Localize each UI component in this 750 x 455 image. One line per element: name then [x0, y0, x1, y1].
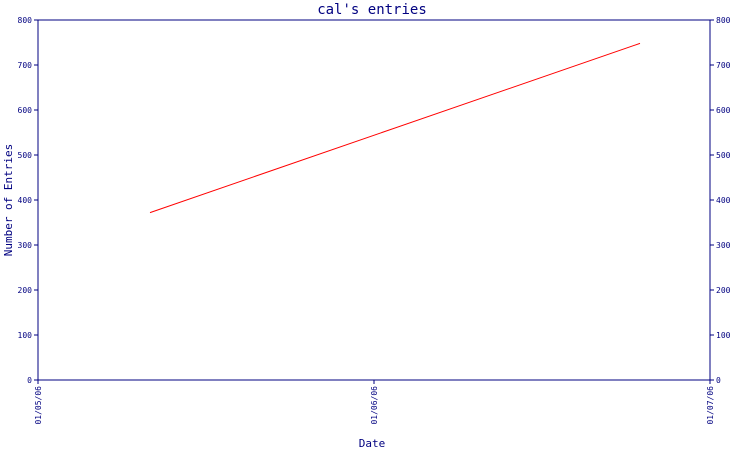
x-tick-label: 01/05/06 [34, 386, 43, 425]
y-tick-label-left: 200 [18, 286, 33, 295]
y-tick-label-left: 100 [18, 331, 33, 340]
y-tick-label-right: 400 [716, 196, 731, 205]
x-tick-label: 01/07/06 [706, 386, 715, 425]
x-tick-label: 01/06/06 [370, 386, 379, 425]
y-axis-label: Number of Entries [2, 144, 15, 257]
chart-title: cal's entries [317, 2, 427, 18]
right-y-axis: 0 100 200 300 400 500 600 700 800 [710, 16, 731, 385]
y-tick-label-left: 500 [18, 151, 33, 160]
series-layer [149, 42, 641, 214]
y-tick-label-left: 400 [18, 196, 33, 205]
y-tick-label-left: 700 [18, 61, 33, 70]
x-axis-label: Date [359, 437, 386, 450]
y-tick-label-left: 0 [27, 376, 32, 385]
x-axis: 01/05/06 01/06/06 01/07/06 [34, 380, 715, 425]
y-tick-label-left: 600 [18, 106, 33, 115]
y-tick-label-left: 800 [18, 16, 33, 25]
series-line [149, 42, 641, 214]
y-tick-label-right: 600 [716, 106, 731, 115]
y-tick-label-right: 700 [716, 61, 731, 70]
y-tick-label-right: 200 [716, 286, 731, 295]
y-tick-label-right: 100 [716, 331, 731, 340]
y-tick-label-right: 300 [716, 241, 731, 250]
y-tick-label-left: 300 [18, 241, 33, 250]
left-y-axis: 0 100 200 300 400 500 600 700 800 [18, 16, 38, 385]
y-tick-label-right: 500 [716, 151, 731, 160]
plot-area-frame [37, 19, 711, 381]
y-tick-label-right: 800 [716, 16, 731, 25]
y-tick-label-right: 0 [716, 376, 721, 385]
